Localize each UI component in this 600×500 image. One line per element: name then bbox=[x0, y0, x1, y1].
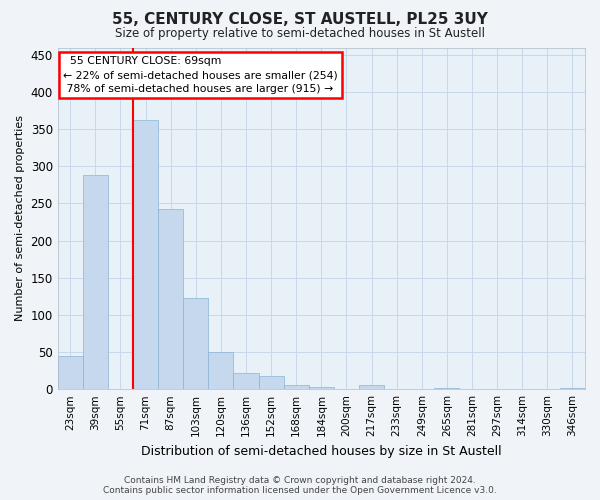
Bar bbox=[359, 386, 384, 389]
Text: 55, CENTURY CLOSE, ST AUSTELL, PL25 3UY: 55, CENTURY CLOSE, ST AUSTELL, PL25 3UY bbox=[112, 12, 488, 28]
Text: Contains HM Land Registry data © Crown copyright and database right 2024.
Contai: Contains HM Land Registry data © Crown c… bbox=[103, 476, 497, 495]
Bar bbox=[233, 373, 259, 389]
Bar bbox=[58, 356, 83, 389]
Bar bbox=[259, 376, 284, 389]
Y-axis label: Number of semi-detached properties: Number of semi-detached properties bbox=[15, 116, 25, 322]
Bar bbox=[284, 386, 309, 389]
Bar bbox=[309, 387, 334, 389]
Bar bbox=[183, 298, 208, 389]
Bar bbox=[133, 120, 158, 389]
Bar bbox=[158, 208, 183, 389]
Bar bbox=[434, 388, 460, 389]
Bar bbox=[83, 174, 108, 389]
Text: 55 CENTURY CLOSE: 69sqm
← 22% of semi-detached houses are smaller (254)
 78% of : 55 CENTURY CLOSE: 69sqm ← 22% of semi-de… bbox=[63, 56, 338, 94]
Bar bbox=[560, 388, 585, 389]
X-axis label: Distribution of semi-detached houses by size in St Austell: Distribution of semi-detached houses by … bbox=[141, 444, 502, 458]
Bar bbox=[208, 352, 233, 389]
Text: Size of property relative to semi-detached houses in St Austell: Size of property relative to semi-detach… bbox=[115, 28, 485, 40]
